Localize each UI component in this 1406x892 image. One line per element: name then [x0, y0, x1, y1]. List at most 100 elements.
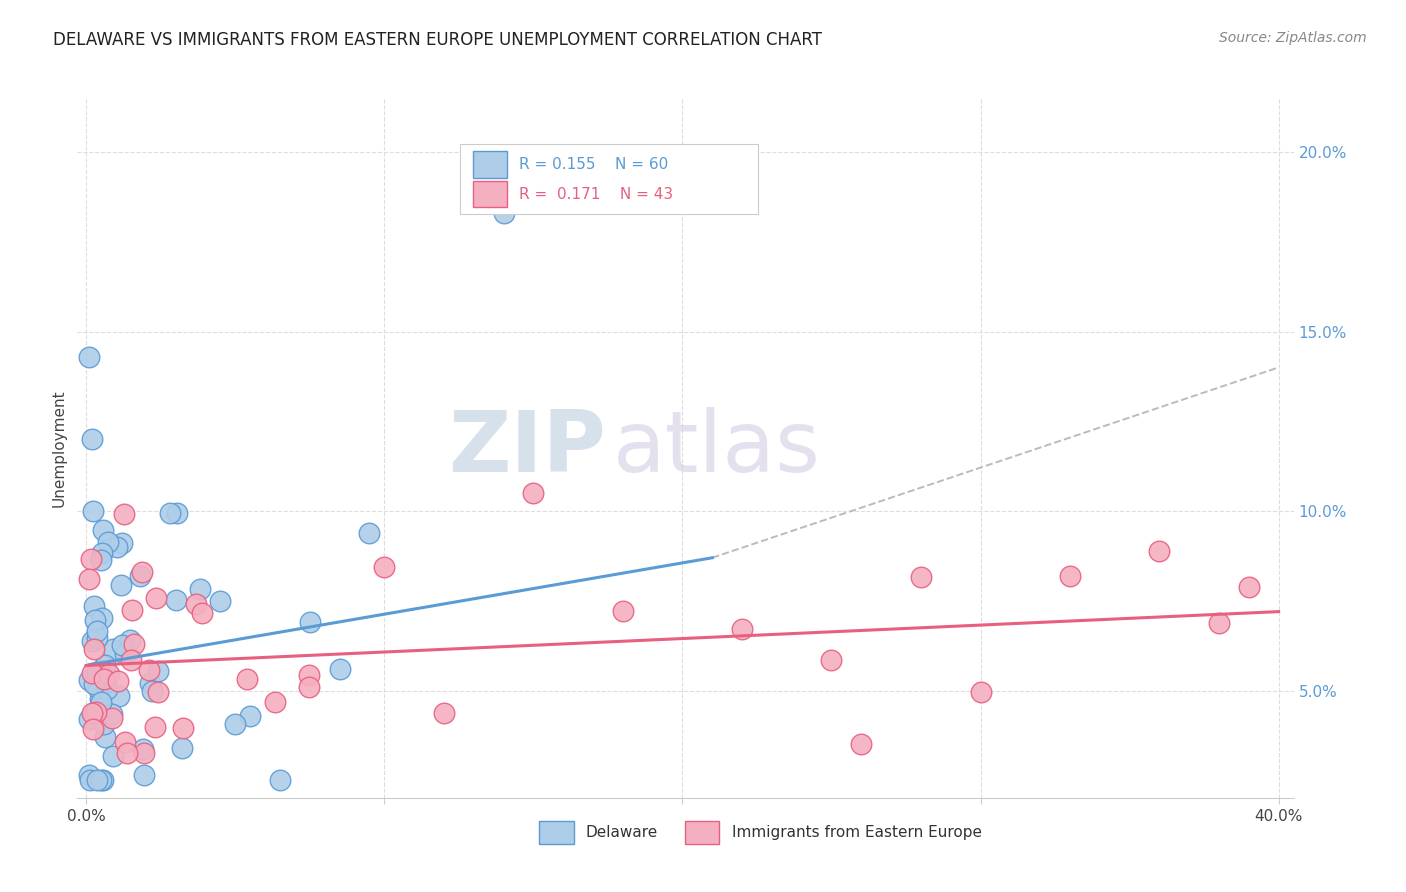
Point — [298, 681, 321, 695]
Point — [269, 773, 291, 788]
Point — [100, 711, 122, 725]
Point — [90, 546, 112, 560]
Point — [103, 641, 125, 656]
Point — [90, 695, 112, 709]
Point — [91, 773, 114, 788]
Point — [101, 706, 124, 721]
Text: DELAWARE VS IMMIGRANTS FROM EASTERN EUROPE UNEMPLOYMENT CORRELATION CHART: DELAWARE VS IMMIGRANTS FROM EASTERN EURO… — [53, 31, 823, 49]
Point — [851, 738, 873, 752]
Text: Source: ZipAtlas.com: Source: ZipAtlas.com — [1219, 31, 1367, 45]
Point — [90, 553, 112, 567]
Point — [134, 746, 156, 760]
Point — [146, 685, 169, 699]
Point — [122, 637, 145, 651]
Point — [114, 647, 136, 661]
Point — [111, 536, 134, 550]
Point — [224, 717, 246, 731]
Point — [93, 672, 115, 686]
Point — [82, 504, 104, 518]
Point — [86, 665, 108, 679]
Point — [239, 709, 262, 723]
Point — [97, 534, 120, 549]
Point — [107, 673, 129, 688]
Point — [80, 706, 103, 721]
Point — [118, 632, 141, 647]
Point — [110, 577, 132, 591]
Point — [373, 560, 395, 574]
Point — [129, 569, 152, 583]
Bar — [472, 152, 506, 178]
Point — [172, 721, 194, 735]
Point — [910, 570, 932, 584]
Text: Immigrants from Eastern Europe: Immigrants from Eastern Europe — [731, 825, 981, 840]
Point — [329, 662, 352, 676]
Point — [141, 683, 163, 698]
Point — [820, 652, 842, 666]
Point — [79, 552, 101, 566]
Point — [86, 631, 108, 645]
Point — [159, 506, 181, 520]
Point — [108, 690, 131, 704]
Point — [111, 638, 134, 652]
Point — [89, 692, 111, 706]
Point — [77, 713, 100, 727]
Point — [90, 663, 112, 677]
Point — [96, 681, 118, 696]
Point — [969, 685, 991, 699]
Point — [359, 526, 381, 541]
Point — [105, 541, 128, 555]
Point — [298, 615, 321, 629]
Point — [112, 508, 135, 522]
Point — [77, 768, 100, 782]
Point — [132, 768, 155, 782]
Point — [97, 666, 120, 681]
Point — [101, 748, 124, 763]
Point — [80, 666, 103, 681]
Point — [492, 206, 515, 220]
Point — [145, 591, 167, 606]
Point — [132, 741, 155, 756]
Point — [731, 623, 754, 637]
Point — [77, 572, 100, 586]
Point — [1059, 568, 1081, 582]
Point — [91, 610, 114, 624]
Point — [90, 773, 112, 788]
Point — [298, 667, 321, 681]
Point — [77, 673, 100, 688]
Point — [612, 604, 634, 618]
Point — [131, 565, 153, 579]
Bar — [472, 181, 506, 207]
Point — [114, 735, 136, 749]
Point — [138, 663, 160, 677]
Point — [165, 593, 187, 607]
Point — [146, 665, 169, 679]
Point — [93, 731, 115, 745]
Point — [83, 641, 105, 656]
Point — [166, 506, 188, 520]
Bar — [686, 822, 720, 844]
Point — [209, 594, 232, 608]
FancyBboxPatch shape — [460, 144, 758, 214]
Point — [80, 634, 103, 648]
Y-axis label: Unemployment: Unemployment — [51, 390, 66, 507]
Point — [433, 706, 456, 721]
Text: R =  0.171    N = 43: R = 0.171 N = 43 — [519, 186, 673, 202]
Text: Delaware: Delaware — [586, 825, 658, 840]
Point — [79, 773, 101, 788]
Text: R = 0.155    N = 60: R = 0.155 N = 60 — [519, 157, 668, 172]
Point — [77, 350, 100, 364]
Point — [120, 653, 142, 667]
Point — [236, 673, 259, 687]
Point — [83, 706, 105, 721]
Point — [263, 695, 285, 709]
Point — [83, 599, 105, 614]
Point — [1149, 544, 1171, 558]
Point — [188, 582, 211, 596]
Point — [84, 705, 107, 719]
Point — [86, 681, 108, 696]
Point — [91, 523, 114, 537]
Point — [191, 606, 214, 620]
Point — [139, 675, 162, 690]
Point — [115, 747, 138, 761]
Text: atlas: atlas — [613, 407, 821, 490]
